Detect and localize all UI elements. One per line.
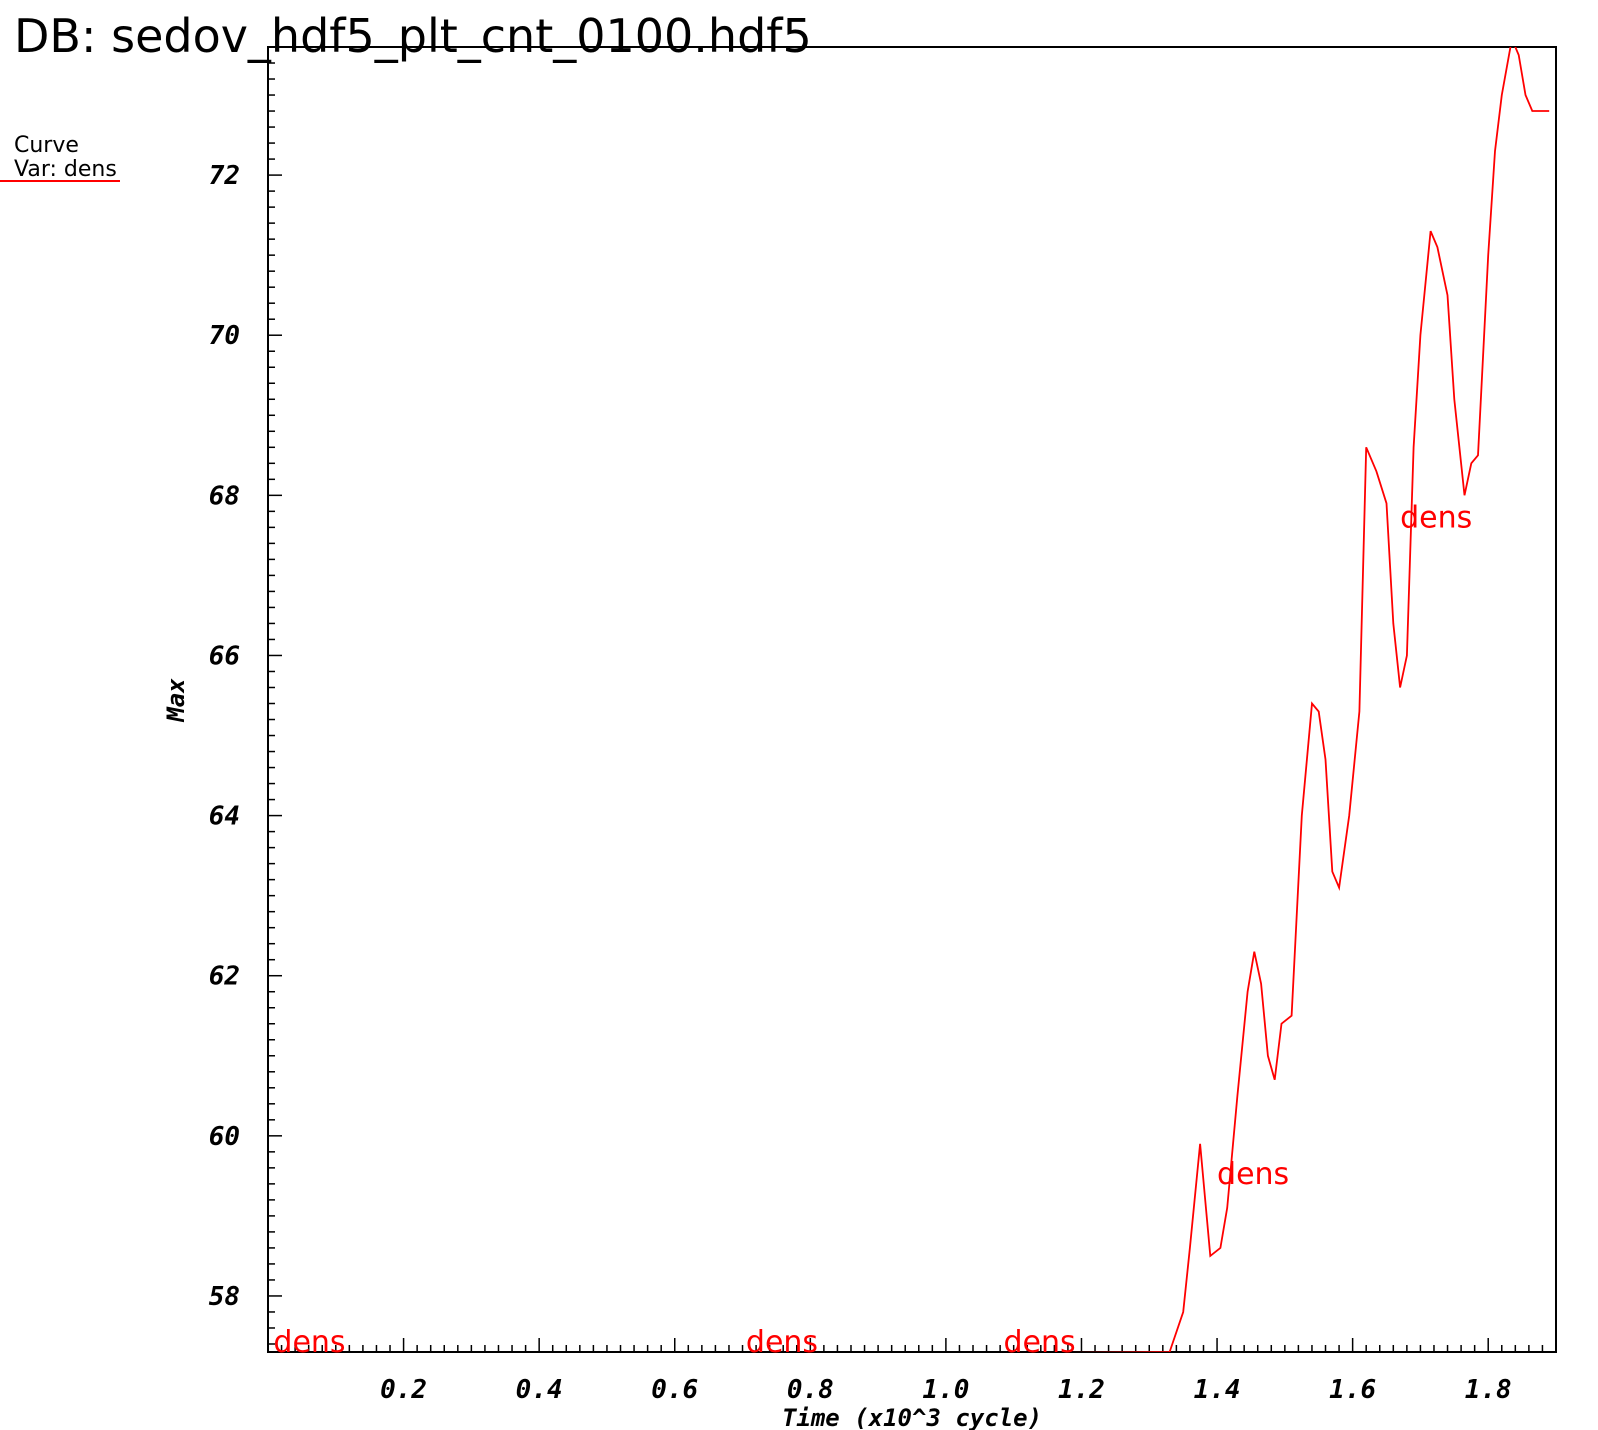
x-tick-label: 0.2 — [380, 1375, 427, 1405]
y-axis-title: Max — [162, 678, 190, 723]
curve-label: dens — [1400, 500, 1472, 535]
x-tick-label: 1.8 — [1465, 1375, 1512, 1405]
x-axis: 0.2 0.4 0.6 0.8 1.0 1.2 1.4 1.6 1.8 — [280, 1338, 1544, 1405]
x-tick-label: 1.4 — [1194, 1375, 1241, 1405]
curve-label: dens — [746, 1325, 818, 1360]
database-title: DB: sedov_hdf5_plt_cnt_0100.hdf5 — [14, 9, 812, 63]
y-tick-label: 68 — [209, 481, 240, 511]
series-line-dens — [1068, 47, 1550, 1352]
x-axis-title: Time (x10^3 cycle) — [782, 1404, 1042, 1430]
y-tick-label: 58 — [209, 1282, 240, 1312]
y-tick-label: 62 — [209, 962, 240, 992]
x-tick-label: 1.2 — [1058, 1375, 1105, 1405]
y-axis: 58 60 62 64 66 68 70 72 — [209, 62, 282, 1345]
x-tick-label: 0.6 — [651, 1375, 698, 1405]
curve-label: dens — [273, 1325, 345, 1360]
series-layer — [1068, 47, 1550, 1352]
y-tick-label: 64 — [209, 802, 240, 832]
y-tick-label: 72 — [209, 161, 240, 191]
y-tick-label: 66 — [209, 641, 240, 671]
legend-line-2: Var: dens — [14, 157, 117, 182]
x-tick-label: 1.6 — [1329, 1375, 1376, 1405]
y-tick-label: 70 — [209, 321, 240, 351]
curve-label: dens — [1004, 1325, 1076, 1360]
legend: Curve Var: dens — [0, 133, 120, 182]
x-tick-label: 0.4 — [516, 1375, 563, 1405]
curve-label: dens — [1217, 1157, 1289, 1192]
y-tick-label: 60 — [209, 1122, 240, 1152]
curve-labels: dens dens dens dens dens — [273, 500, 1472, 1360]
legend-line-1: Curve — [14, 133, 79, 158]
x-tick-label: 1.0 — [922, 1375, 969, 1405]
x-tick-label: 0.8 — [787, 1375, 834, 1405]
plot-frame — [267, 46, 1557, 1353]
